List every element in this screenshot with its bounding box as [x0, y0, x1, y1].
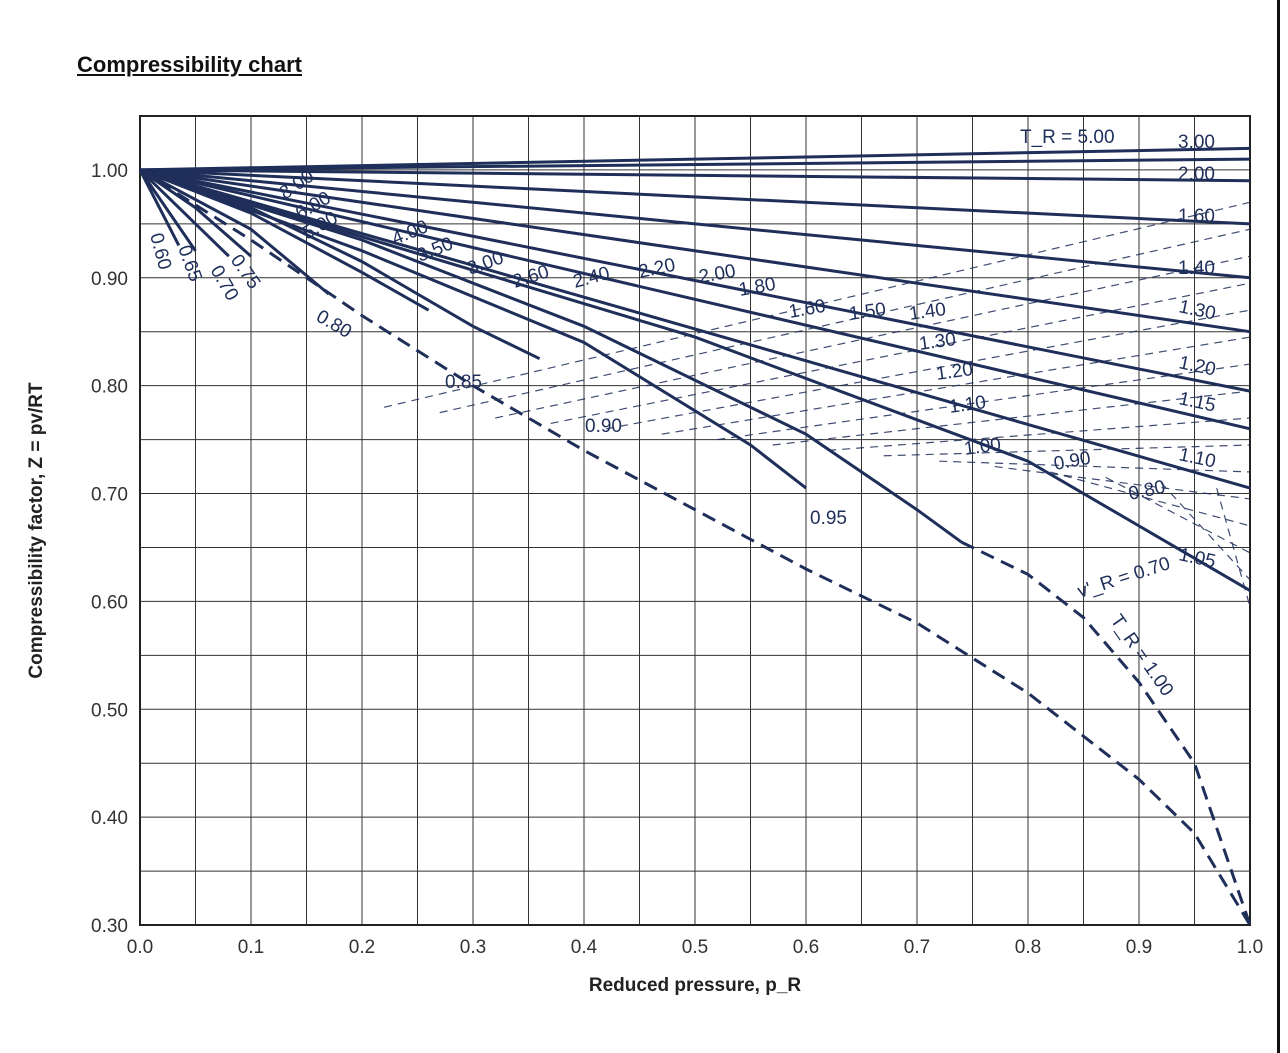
x-tick-label: 0.0	[127, 937, 153, 958]
reduced-volume-line	[883, 444, 1251, 457]
tr-diagonal-label: 2.20	[637, 255, 678, 283]
x-tick-label: 0.4	[571, 937, 598, 958]
x-tick-label: 0.6	[793, 937, 819, 958]
isotherm-line	[139, 168, 1251, 490]
x-tick-label: 0.7	[904, 937, 930, 958]
y-axis-title: Compressibility factor, Z = pv/RT	[26, 382, 47, 679]
tr-label-5: T_R = 5.00	[1020, 127, 1115, 148]
isotherm-line	[139, 146, 1251, 172]
reduced-volume-line	[439, 228, 1251, 414]
saturation-curve	[139, 168, 1252, 926]
x-tick-label: 1.0	[1237, 937, 1263, 958]
tr-diagonal-label: 0.80	[1127, 477, 1168, 505]
isotherm-line	[139, 168, 541, 361]
tr-diagonal-label: 2.60	[510, 261, 552, 292]
reduced-volume-label: v'_R = 0.70	[1075, 553, 1173, 603]
y-tick-label: 0.40	[91, 808, 128, 829]
isotherm-line	[139, 168, 1251, 393]
reduced-volume-line	[550, 282, 1251, 425]
isotherm-line	[139, 168, 807, 490]
x-tick-label: 0.5	[682, 937, 708, 958]
reduced-volume-line	[994, 465, 1251, 500]
isotherm-line	[139, 168, 1251, 592]
reduced-volume-line	[606, 309, 1251, 430]
tr-right-label: 1.30	[1177, 296, 1218, 324]
y-tick-label: 0.60	[91, 592, 128, 613]
tr-diagonal-label: 1.20	[935, 359, 975, 385]
page-title: Compressibility chart	[77, 52, 302, 77]
x-tick-label: 0.2	[349, 937, 375, 958]
reduced-volume-line	[1050, 471, 1251, 527]
tr-low-label: 0.85	[445, 372, 482, 393]
reduced-volume-line	[495, 255, 1251, 419]
y-tick-label: 0.80	[91, 377, 128, 398]
tr-right-label: 1.40	[1178, 258, 1215, 279]
isotherm-line	[139, 168, 963, 544]
isotherm-line	[139, 168, 1251, 431]
isotherm-line	[138, 169, 197, 252]
x-tick-label: 0.3	[460, 937, 486, 958]
tr-diagonal-label: 1.50	[848, 299, 888, 325]
isotherm-line	[139, 168, 1251, 280]
critical-isotherm	[960, 540, 1252, 926]
x-axis-title: Reduced pressure, p_R	[589, 975, 802, 996]
isotherm-line	[139, 168, 1251, 334]
tr-right-label: 3.00	[1178, 132, 1215, 153]
y-tick-label: 0.90	[91, 269, 128, 290]
tr-diagonal-label: 1.40	[908, 299, 948, 325]
axis-ticks: 0.0 0.1 0.2 0.3 0.4 0.5 0.6 0.7 0.8 0.9 1.0 0.30 0.4…	[91, 161, 1263, 958]
reduced-volume-line	[828, 417, 1251, 451]
y-tick-label: 1.00	[91, 161, 128, 182]
reduced-volume-line	[772, 390, 1251, 446]
tr-diagonal-label: 1.10	[948, 392, 988, 418]
tr-low-label: 0.90	[585, 416, 622, 437]
isotherm-line	[139, 157, 1251, 172]
reduced-volume-line	[1160, 482, 1251, 581]
tr-low-label: 0.60	[145, 231, 175, 272]
isotherm-line	[138, 168, 230, 258]
tr-low-label: 0.80	[313, 306, 356, 343]
isotherm-lines	[138, 146, 1252, 926]
y-tick-label: 0.30	[91, 916, 128, 937]
x-tick-label: 0.8	[1015, 937, 1041, 958]
tr-right-label: 1.05	[1177, 544, 1218, 572]
isotherm-line	[139, 168, 1251, 226]
reduced-volume-lines	[384, 201, 1251, 607]
reduced-volume-line	[939, 460, 1251, 473]
tr-diagonal-label: 0.90	[1052, 448, 1092, 475]
tr-low-label: 0.95	[810, 508, 847, 529]
isotherm-line	[139, 168, 330, 296]
reduced-volume-line	[717, 363, 1251, 441]
isotherm-line	[139, 168, 1251, 183]
tr-right-label: 1.60	[1178, 206, 1215, 227]
tr-right-label: 2.00	[1178, 164, 1215, 185]
tr-diagonal-label: 2.00	[697, 261, 737, 288]
x-tick-label: 0.9	[1126, 937, 1152, 958]
y-tick-label: 0.50	[91, 700, 128, 721]
tr-diagonal-label: 1.30	[918, 329, 958, 355]
x-tick-label: 0.1	[238, 937, 264, 958]
tr-diagonal-label: 2.40	[571, 263, 612, 293]
y-tick-label: 0.70	[91, 485, 128, 506]
tr-diagonal-label: 1.00	[963, 434, 1003, 460]
isotherm-line	[138, 169, 181, 247]
reduced-volume-line	[661, 336, 1251, 435]
isotherm-line	[139, 168, 430, 312]
